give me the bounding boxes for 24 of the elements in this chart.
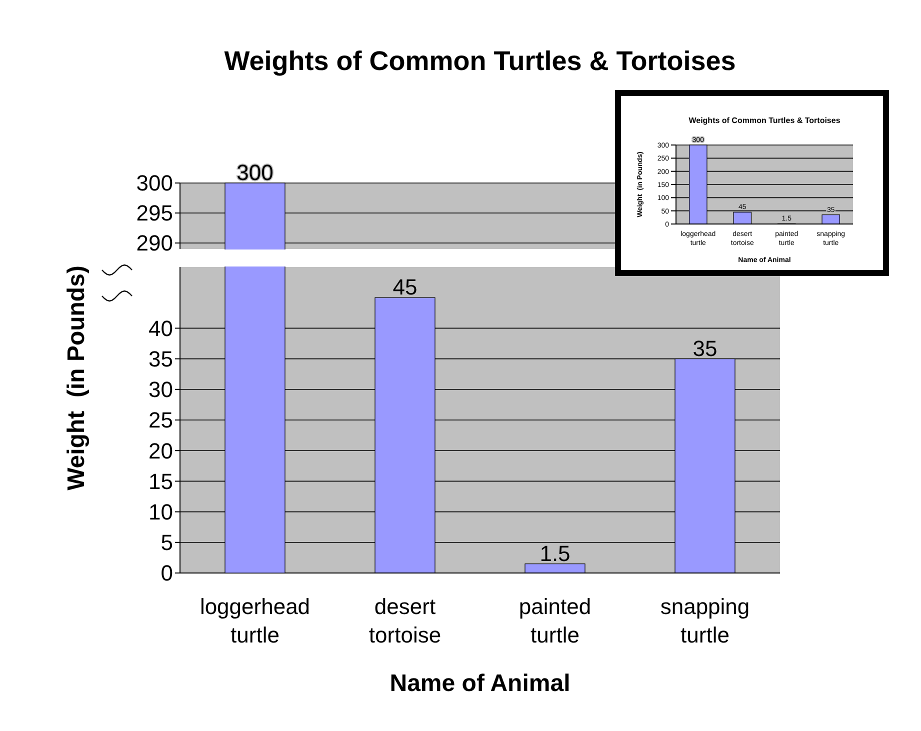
x-tick-label: snapping turtle: [660, 594, 750, 648]
y-tick-label: 295: [136, 200, 173, 226]
data-label: 35: [692, 336, 718, 361]
data-label: 1.5: [540, 540, 570, 566]
y-tick-label: 15: [148, 468, 173, 494]
x-tick-label: desert tortoise: [368, 594, 442, 648]
x-tick-label: loggerhead turtle: [200, 594, 310, 648]
y-tick-label: 5: [160, 530, 173, 556]
y-tick-label: 25: [148, 408, 173, 433]
y-tick-label: 0: [160, 560, 173, 586]
y-tick-label: 30: [148, 377, 173, 402]
data-label: 300: [236, 160, 274, 185]
y-tick-label: 10: [148, 500, 173, 524]
y-axis-title: Weight (in Pounds): [63, 266, 90, 490]
y-tick-label: 40: [148, 316, 173, 341]
chart-title: Weights of Common Turtles & Tortoises: [688, 116, 841, 125]
y-tick-label: 300: [136, 170, 173, 196]
y-tick-label: 35: [148, 346, 173, 372]
x-axis-title: Name of Animal: [390, 670, 570, 697]
x-tick-label: painted turtle: [518, 594, 592, 648]
y-tick-label: 290: [136, 230, 173, 256]
chart-title: Weights of Common Turtles & Tortoises: [224, 46, 736, 76]
data-label: 45: [392, 274, 418, 300]
y-tick-label: 20: [148, 438, 173, 464]
